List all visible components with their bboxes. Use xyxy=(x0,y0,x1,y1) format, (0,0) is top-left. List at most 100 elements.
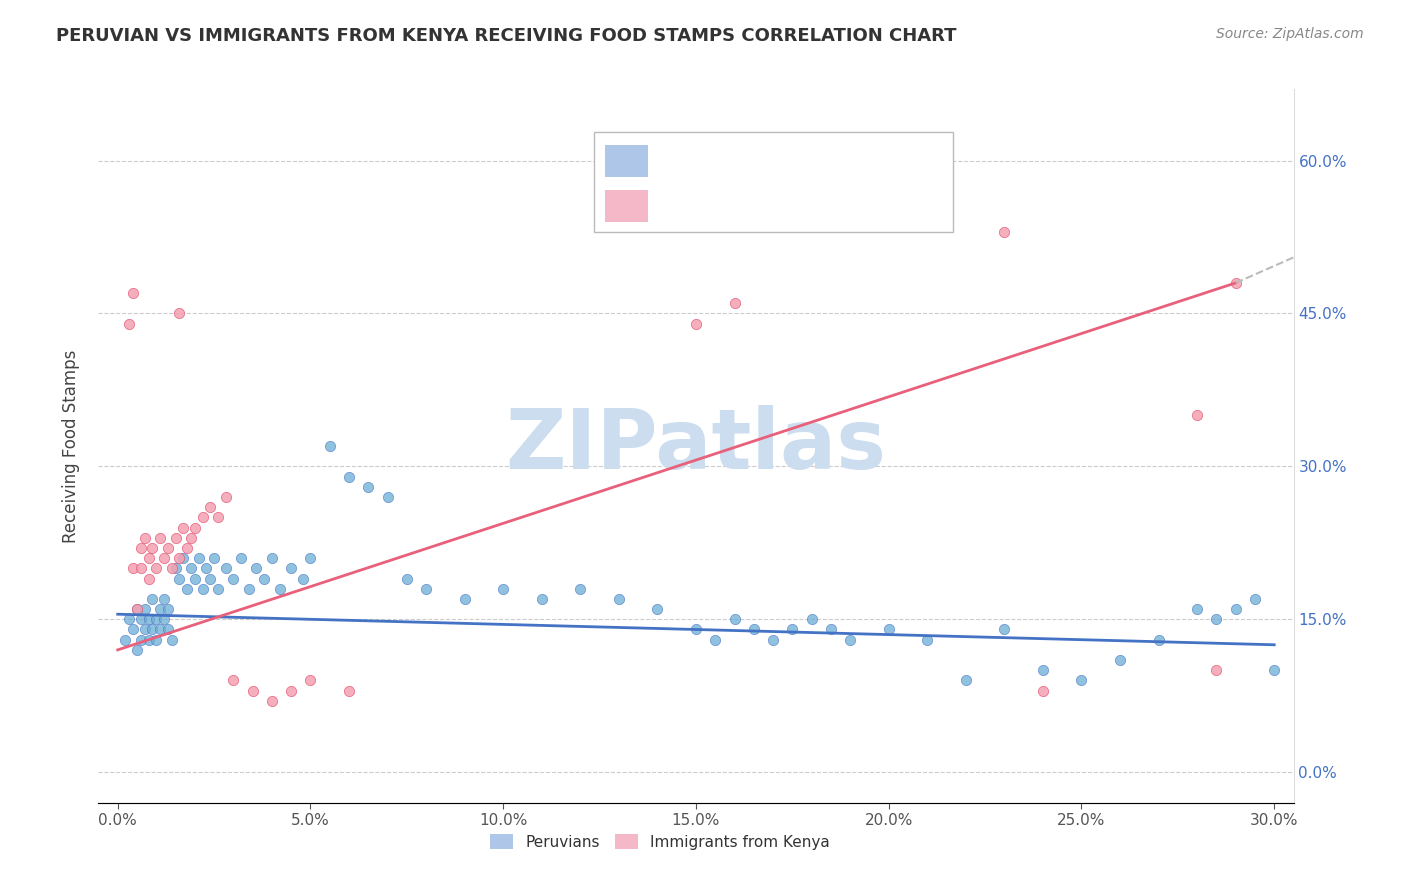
Point xyxy=(207,510,229,524)
Point xyxy=(395,572,418,586)
Point xyxy=(839,632,862,647)
Point xyxy=(138,632,160,647)
Point xyxy=(337,469,360,483)
Point xyxy=(200,572,222,586)
Point xyxy=(337,683,360,698)
Point xyxy=(184,572,207,586)
Point xyxy=(377,490,399,504)
Point xyxy=(742,623,765,637)
Point xyxy=(129,561,152,575)
Point xyxy=(1147,632,1170,647)
Point xyxy=(877,623,900,637)
Point xyxy=(138,551,160,566)
Point xyxy=(169,551,191,566)
Point xyxy=(269,582,291,596)
Point xyxy=(145,612,167,626)
Text: Source: ZipAtlas.com: Source: ZipAtlas.com xyxy=(1216,27,1364,41)
Point xyxy=(214,490,236,504)
Point xyxy=(569,582,592,596)
Point xyxy=(180,531,202,545)
Text: ZIPatlas: ZIPatlas xyxy=(506,406,886,486)
Point xyxy=(260,551,283,566)
Point xyxy=(530,591,553,606)
Point xyxy=(1185,602,1208,616)
Point xyxy=(145,632,167,647)
Point xyxy=(138,572,160,586)
Point xyxy=(118,612,141,626)
Point xyxy=(820,623,842,637)
Point xyxy=(299,673,322,688)
Point xyxy=(1205,612,1227,626)
Point xyxy=(187,551,209,566)
Point xyxy=(149,602,172,616)
Legend: Peruvians, Immigrants from Kenya: Peruvians, Immigrants from Kenya xyxy=(484,828,837,855)
Point xyxy=(245,561,267,575)
Point xyxy=(129,541,152,555)
Text: PERUVIAN VS IMMIGRANTS FROM KENYA RECEIVING FOOD STAMPS CORRELATION CHART: PERUVIAN VS IMMIGRANTS FROM KENYA RECEIV… xyxy=(56,27,956,45)
Point xyxy=(1032,683,1054,698)
Point xyxy=(762,632,785,647)
Point xyxy=(1244,591,1267,606)
Point xyxy=(1263,663,1285,677)
Point xyxy=(134,531,156,545)
Point xyxy=(129,632,152,647)
Point xyxy=(1032,663,1054,677)
Point xyxy=(169,572,191,586)
Point xyxy=(122,286,145,301)
Point xyxy=(141,623,163,637)
Point xyxy=(723,612,745,626)
Point xyxy=(253,572,276,586)
Point xyxy=(169,306,191,320)
Point xyxy=(176,582,198,596)
Point xyxy=(1225,602,1247,616)
Point xyxy=(1070,673,1092,688)
Point xyxy=(165,561,187,575)
Point xyxy=(191,582,214,596)
Point xyxy=(195,561,218,575)
Point xyxy=(782,623,804,637)
Point xyxy=(125,643,148,657)
Point xyxy=(229,551,252,566)
Point xyxy=(607,591,630,606)
Point xyxy=(207,582,229,596)
Point xyxy=(200,500,222,515)
Point xyxy=(723,296,745,310)
Point xyxy=(129,612,152,626)
Point xyxy=(415,582,437,596)
Point xyxy=(222,673,245,688)
Point xyxy=(172,520,194,534)
Point xyxy=(299,551,322,566)
Point xyxy=(955,673,977,688)
Point xyxy=(180,561,202,575)
Point xyxy=(222,572,245,586)
Point xyxy=(685,623,707,637)
Point xyxy=(1225,276,1247,290)
Point xyxy=(280,683,302,698)
Point xyxy=(118,317,141,331)
Point xyxy=(453,591,475,606)
Point xyxy=(114,632,136,647)
Point xyxy=(993,623,1015,637)
Point xyxy=(172,551,194,566)
Point xyxy=(160,561,183,575)
Point xyxy=(156,623,179,637)
Point xyxy=(202,551,225,566)
Point xyxy=(153,612,176,626)
Point xyxy=(291,572,314,586)
Point xyxy=(138,612,160,626)
Point xyxy=(156,541,179,555)
Point xyxy=(214,561,236,575)
Point xyxy=(153,591,176,606)
Point xyxy=(149,623,172,637)
Point xyxy=(1185,409,1208,423)
Point xyxy=(125,602,148,616)
Point xyxy=(149,531,172,545)
Point xyxy=(122,561,145,575)
Point xyxy=(704,632,727,647)
Point xyxy=(685,317,707,331)
Point xyxy=(160,632,183,647)
Point xyxy=(492,582,515,596)
Point xyxy=(125,602,148,616)
Point xyxy=(141,591,163,606)
Point xyxy=(122,623,145,637)
